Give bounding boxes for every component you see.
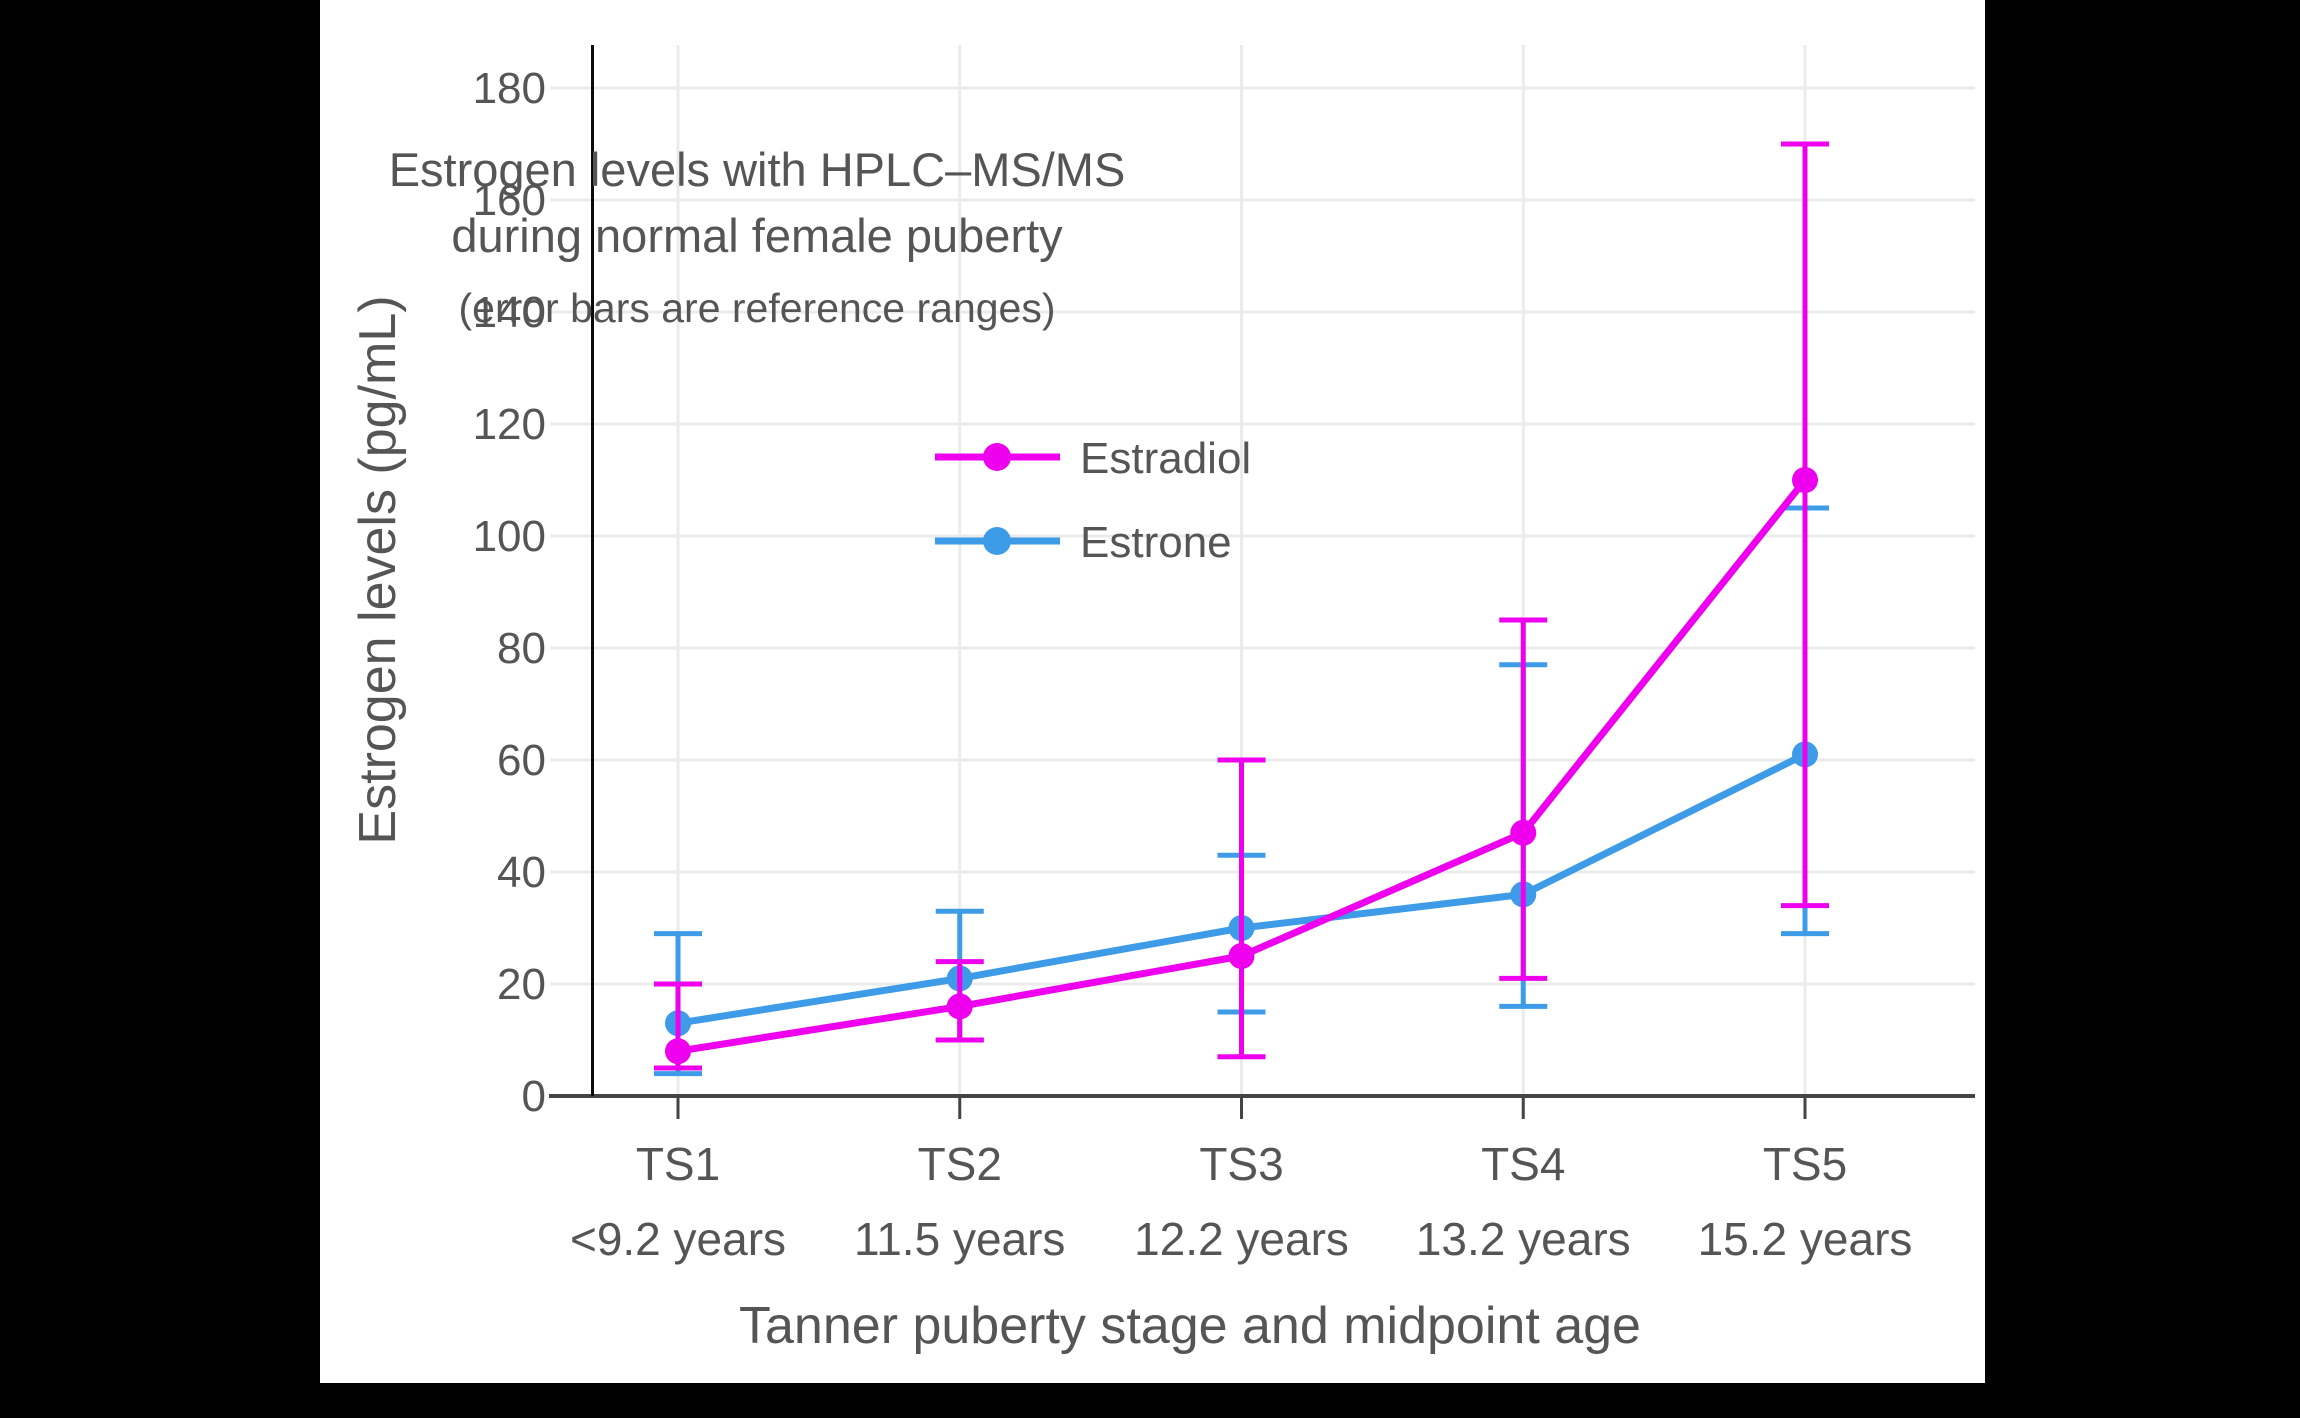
chart-title-line1: Estrogen levels with HPLC–MS/MS [389, 143, 1126, 196]
y-tick-label: 160 [473, 176, 546, 225]
x-tick-label: TS5 [1763, 1138, 1847, 1190]
legend-item-estrone: Estrone [935, 518, 1232, 567]
y-tick-label: 140 [473, 288, 546, 337]
legend-swatch-marker [983, 443, 1011, 471]
x-axis-title: Tanner puberty stage and midpoint age [739, 1297, 1641, 1355]
y-tick-label: 0 [522, 1072, 546, 1121]
data-point [1228, 943, 1255, 969]
series-estradiol [654, 141, 1829, 1071]
horizontal-gridlines [550, 86, 1975, 986]
y-tick-label: 80 [497, 624, 546, 673]
y-tick-label: 100 [473, 512, 546, 561]
x-age-label: 15.2 years [1698, 1213, 1913, 1265]
x-age-label: 12.2 years [1134, 1213, 1349, 1265]
data-point [665, 1038, 691, 1065]
x-axis-ticks [676, 1096, 1807, 1119]
y-tick-label: 60 [497, 736, 546, 785]
y-axis-title: Estrogen levels (pg/mL) [349, 295, 407, 844]
chart-subtitle: (error bars are reference ranges) [458, 285, 1055, 331]
x-tick-label: TS1 [636, 1138, 720, 1190]
chart-title-line2: during normal female puberty [451, 209, 1063, 262]
x-age-label: 13.2 years [1416, 1213, 1631, 1265]
y-tick-label: 180 [473, 64, 546, 113]
x-tick-label: TS2 [918, 1138, 1002, 1190]
x-age-label: 11.5 years [854, 1213, 1065, 1265]
legend-label: Estradiol [1080, 434, 1251, 483]
data-point [1792, 467, 1818, 493]
y-tick-label: 120 [473, 400, 546, 449]
data-point [1510, 819, 1537, 846]
legend: Estradiol Estrone [935, 434, 1251, 567]
legend-label: Estrone [1080, 518, 1232, 567]
category-labels: TS1 <9.2 years TS2 11.5 years TS3 12.2 years T… [570, 1138, 1912, 1265]
data-point [946, 993, 973, 1020]
chart-panel [320, 0, 1985, 1383]
x-tick-label: TS3 [1199, 1138, 1283, 1190]
y-tick-label: 20 [497, 960, 546, 1009]
error-bar [1781, 141, 1829, 909]
x-age-label: <9.2 years [570, 1213, 786, 1265]
y-tick-labels: 0 20 40 60 80 100 120 140 160 180 [473, 64, 546, 1121]
legend-item-estradiol: Estradiol [935, 434, 1251, 483]
legend-swatch-marker [983, 527, 1011, 555]
data-series-layer [654, 141, 1829, 1077]
error-bar [1499, 617, 1548, 981]
y-tick-label: 40 [497, 848, 546, 897]
error-bar [1217, 757, 1266, 1060]
x-tick-label: TS4 [1481, 1138, 1565, 1190]
